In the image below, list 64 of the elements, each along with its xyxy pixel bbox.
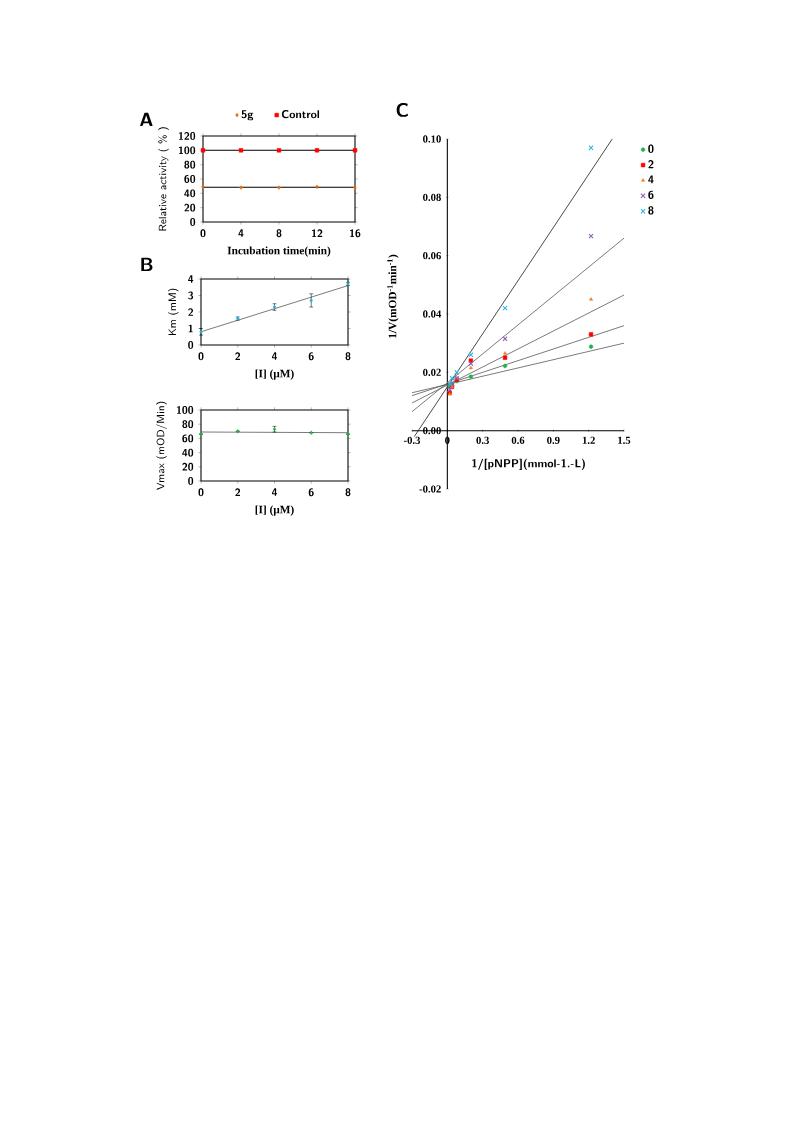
x-tick-label: 6 [308, 352, 314, 361]
x-tick-label: 8 [276, 229, 282, 238]
x-tick-label: 12 [311, 229, 323, 237]
legend-label: 8 [648, 206, 654, 215]
legend-label: 2 [648, 160, 654, 169]
x-tick-label: 4 [271, 352, 278, 360]
x-tick-label: 16 [349, 229, 361, 238]
y-tick-label: 3 [188, 291, 194, 300]
y-tick-label: 20 [184, 203, 196, 212]
x-axis-title: [I] (μM) [255, 505, 294, 516]
y-tick-label: -0.02 [419, 485, 441, 493]
x-tick-label: 0.3 [476, 436, 489, 444]
y-tick-label: 100 [178, 146, 196, 155]
legend-label: 5g [241, 110, 254, 121]
chart-title: B [141, 257, 153, 272]
y-axis-title: Relative activity ( % ) [158, 127, 169, 231]
x-tick-label: 1.5 [618, 436, 631, 444]
y-tick-label: 100 [176, 406, 194, 414]
chart-title: A [140, 112, 153, 127]
y-axis-title: Km (mM) [167, 288, 179, 336]
x-axis-title: Incubation time(min) [227, 246, 331, 257]
x-tick-label: 8 [345, 352, 351, 361]
y-tick-label: 0.08 [423, 193, 441, 201]
x-tick-label: 8 [345, 488, 351, 497]
y-tick-label: 40 [184, 189, 196, 198]
y-tick-label: 0 [188, 341, 194, 349]
y-tick-label: 4 [188, 275, 194, 283]
y-tick-label: 0 [188, 477, 194, 485]
y-tick-label: 0.04 [423, 310, 442, 318]
y-tick-label: 60 [184, 175, 196, 183]
chart-title: C [396, 103, 408, 117]
x-axis-title: 1/[pNPP](mmol-1.-L) [472, 458, 585, 471]
y-axis-title: Vmax (mOD/Min) [156, 401, 167, 490]
y-axis-title: 1/V(mOD$^{-1}$min$^{-1}$) [387, 254, 399, 338]
legend-label: 0 [648, 144, 654, 153]
x-tick-label: 6 [308, 488, 314, 497]
x-tick-label: 2 [235, 488, 241, 497]
y-tick-label: 1 [188, 324, 193, 333]
x-tick-label: 0 [198, 488, 204, 497]
y-tick-label: 2 [188, 308, 194, 316]
x-tick-label: 0 [445, 436, 450, 444]
legend-label: 6 [648, 190, 654, 200]
x-tick-label: 4 [238, 229, 244, 237]
y-tick-label: 20 [182, 462, 194, 471]
y-tick-label: 0.10 [423, 135, 441, 143]
y-tick-label: 120 [178, 132, 196, 140]
y-tick-label: 0 [190, 218, 196, 226]
y-tick-label: 40 [182, 448, 194, 457]
x-tick-label: 4 [271, 488, 278, 496]
y-tick-label: 0.06 [423, 252, 441, 260]
y-tick-label: 80 [184, 160, 196, 169]
x-tick-label: 0 [198, 352, 204, 361]
x-tick-label: 1.2 [582, 436, 595, 444]
x-tick-label: 0.6 [511, 436, 525, 444]
legend-label: Control [281, 110, 320, 119]
legend-label: 4 [648, 175, 654, 184]
y-tick-label: 0.02 [423, 368, 441, 376]
y-tick-label: 80 [182, 420, 194, 429]
y-tick-label: 60 [182, 434, 194, 443]
x-axis-title: [I] (μM) [255, 369, 294, 380]
x-tick-label: 2 [235, 352, 241, 361]
x-tick-label: 0.9 [547, 436, 560, 444]
x-tick-label: -0.3 [403, 436, 421, 444]
x-tick-label: 0 [200, 229, 206, 238]
